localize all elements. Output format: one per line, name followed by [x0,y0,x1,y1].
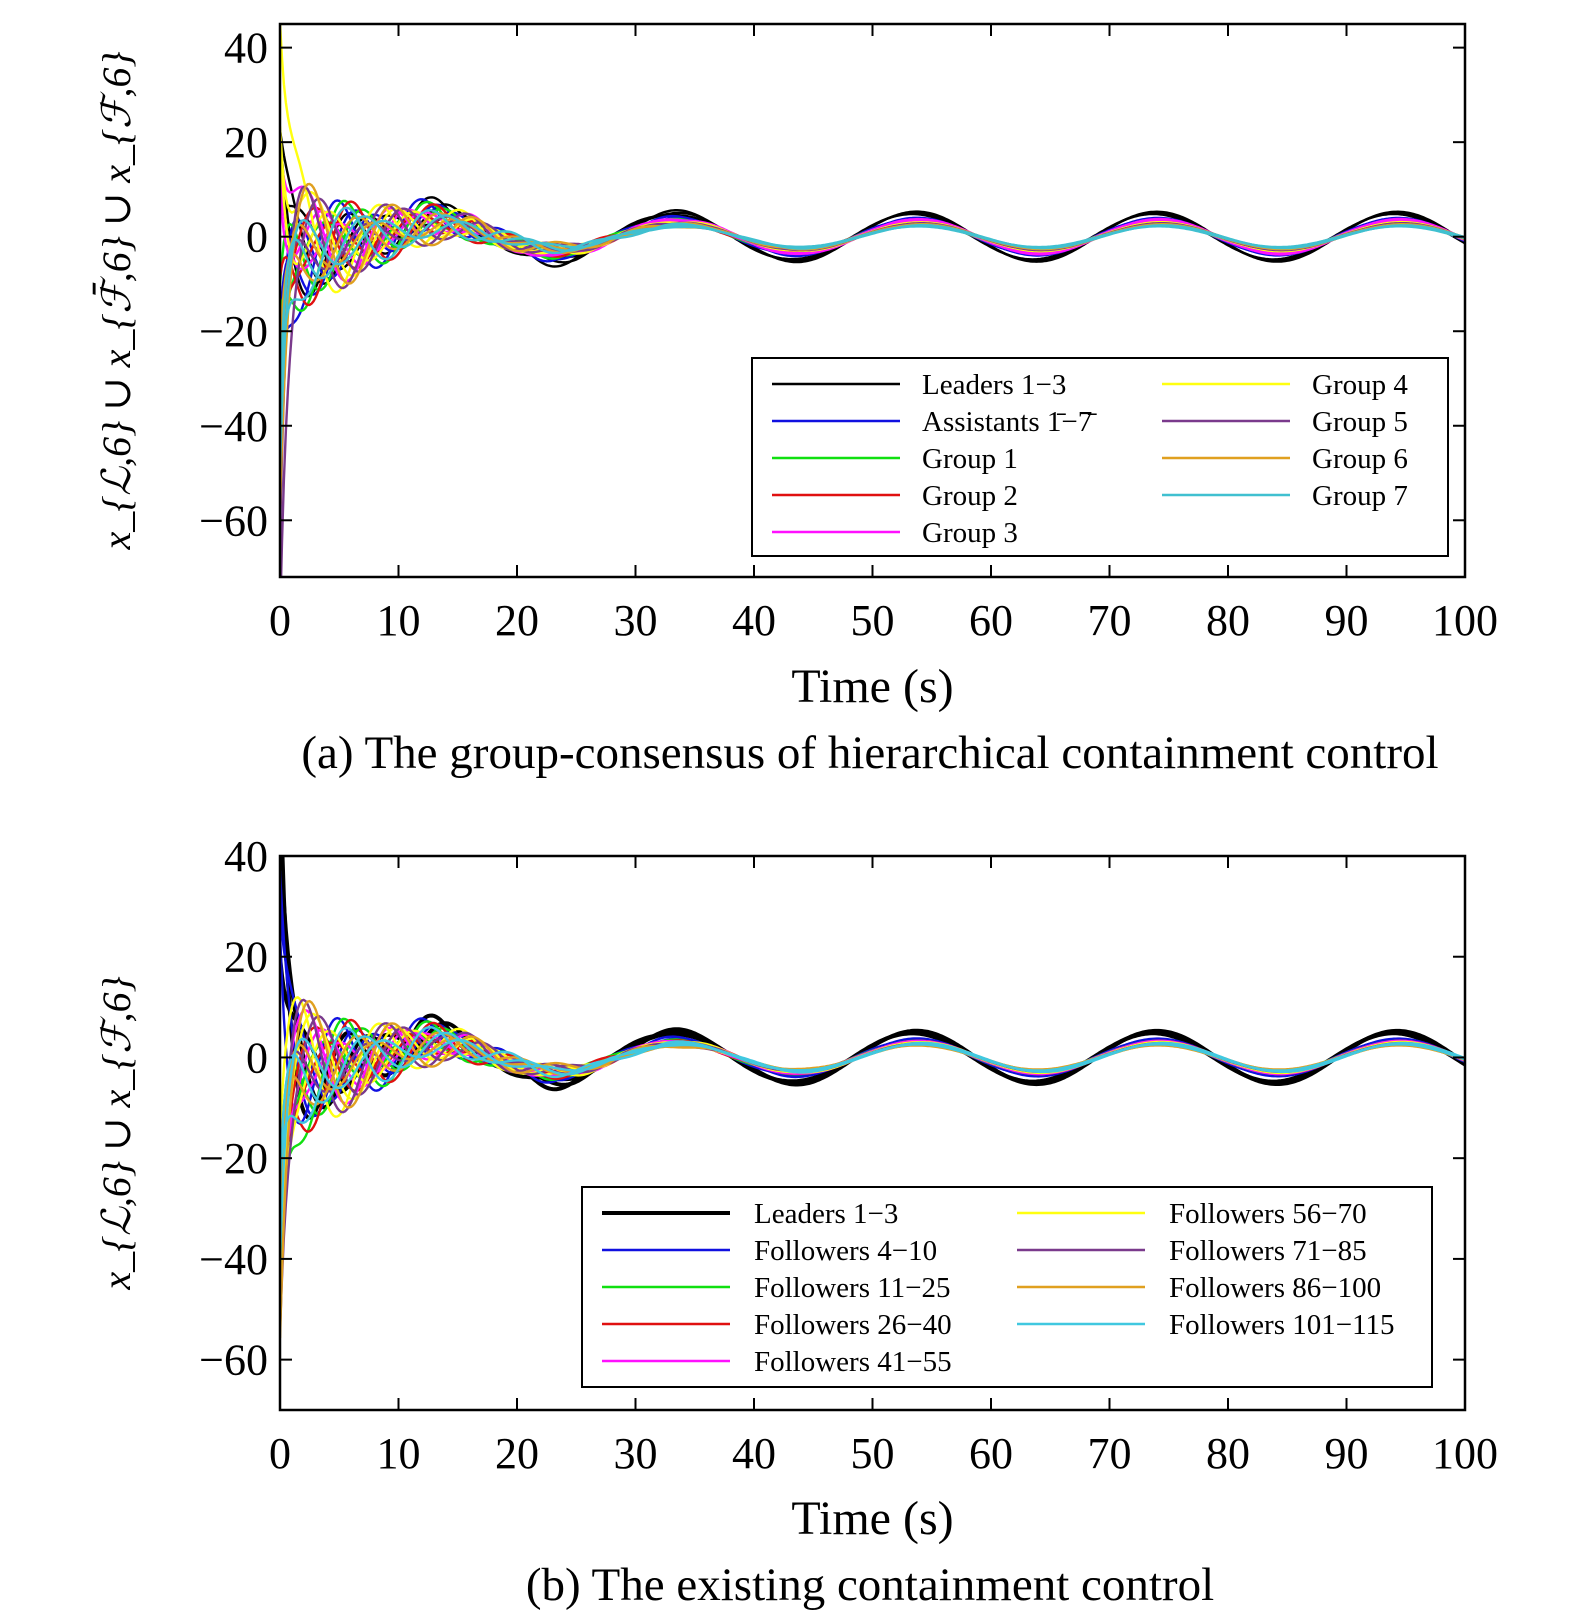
x-tick-label: 30 [614,596,658,645]
y-tick-label: −60 [199,1336,268,1385]
x-tick-label: 20 [495,1429,539,1478]
legend-label: Followers 56−70 [1169,1198,1367,1230]
legend-label: Followers 86−100 [1169,1272,1381,1304]
legend-label: Leaders 1−3 [922,369,1066,401]
x-tick-label: 10 [377,596,421,645]
panel-b-x-axis-label: Time (s) [791,1492,953,1545]
panel-a-ticks: 0 10 20 30 40 50 60 70 80 90 100 40 20 0 −20 −40 −60 [199,24,1498,645]
series-line-9-3 [280,1025,1465,1175]
x-tick-label: 10 [377,1429,421,1478]
panel-a-series-lines [280,24,1465,577]
legend-label: Group 1 [922,443,1018,475]
legend-label: Followers 101−115 [1169,1309,1395,1341]
panel-b-legend: Leaders 1−3 Followers 4−10 Followers 11−25… [581,1186,1433,1388]
x-tick-label: 80 [1206,1429,1250,1478]
series-line-9-3 [280,206,1465,399]
panel-a-y-axis-label: x_{ℒ,6} ∪ x_{ℱ̄,6} ∪ x_{ℱ,6} [93,52,139,551]
series-line-6-1 [280,134,1465,266]
x-tick-label: 0 [269,1429,291,1478]
legend-label: Assistants 1̄−7̄ [922,406,1097,438]
legend-label: Group 4 [1312,369,1408,401]
x-tick-label: 70 [1088,1429,1132,1478]
panel-a-legend: Leaders 1−3 Assistants 1̄−7̄ Group 1 Group … [751,357,1449,557]
panel-a-caption: (a) The group-consensus of hierarchical … [301,727,1438,779]
y-tick-label: −20 [199,1134,268,1183]
legend-label: Group 7 [1312,480,1408,512]
x-tick-label: 70 [1088,596,1132,645]
legend-label: Followers 11−25 [754,1272,951,1304]
legend-label: Group 3 [922,517,1018,549]
y-tick-label: 0 [246,213,268,262]
y-tick-label: 20 [224,118,268,167]
panel-b: 0 10 20 30 40 50 60 70 80 90 100 40 20 0 −20 −40 −60 Lea… [94,832,1498,1611]
legend-label: Group 6 [1312,443,1408,475]
x-tick-label: 50 [851,1429,895,1478]
y-tick-label: 0 [246,1033,268,1082]
y-tick-label: 40 [224,832,268,881]
x-tick-label: 0 [269,596,291,645]
legend-label: Followers 26−40 [754,1309,952,1341]
panel-b-y-axis-label: x_{ℒ,6} ∪ x_{ℱ,6} [94,976,139,1290]
series-line-1-2 [280,856,1465,1110]
x-tick-label: 50 [851,596,895,645]
x-tick-label: 40 [732,596,776,645]
legend-label: Followers 41−55 [754,1346,952,1378]
x-tick-label: 20 [495,596,539,645]
x-tick-label: 40 [732,1429,776,1478]
panel-b-ticks: 0 10 20 30 40 50 60 70 80 90 100 40 20 0 −20 −40 −60 [199,832,1498,1478]
panel-b-series-lines [280,856,1465,1339]
x-tick-label: 90 [1325,1429,1369,1478]
series-line-6-3 [280,995,1465,1132]
y-tick-label: −60 [199,496,268,545]
series-line-1-3 [280,856,1465,1120]
legend-label: Leaders 1−3 [754,1198,898,1230]
legend-label: Group 2 [922,480,1018,512]
y-tick-label: 40 [224,24,268,73]
legend-label: Group 5 [1312,406,1408,438]
panel-b-caption: (b) The existing containment control [526,1559,1214,1611]
legend-label: Followers 71−85 [1169,1235,1367,1267]
x-tick-label: 60 [969,596,1013,645]
series-line-6-3 [280,24,1465,294]
y-tick-label: −40 [199,402,268,451]
y-tick-label: 20 [224,933,268,982]
x-tick-label: 60 [969,1429,1013,1478]
x-tick-label: 80 [1206,596,1250,645]
y-tick-label: −40 [199,1235,268,1284]
y-tick-label: −20 [199,307,268,356]
panel-a-x-axis-label: Time (s) [791,660,953,713]
legend-label: Followers 4−10 [754,1235,937,1267]
x-tick-label: 90 [1325,596,1369,645]
x-tick-label: 100 [1432,596,1498,645]
panel-a: 0 10 20 30 40 50 60 70 80 90 100 40 20 0 −20 −40 −60 Lea… [93,22,1498,779]
x-tick-label: 100 [1432,1429,1498,1478]
x-tick-label: 30 [614,1429,658,1478]
